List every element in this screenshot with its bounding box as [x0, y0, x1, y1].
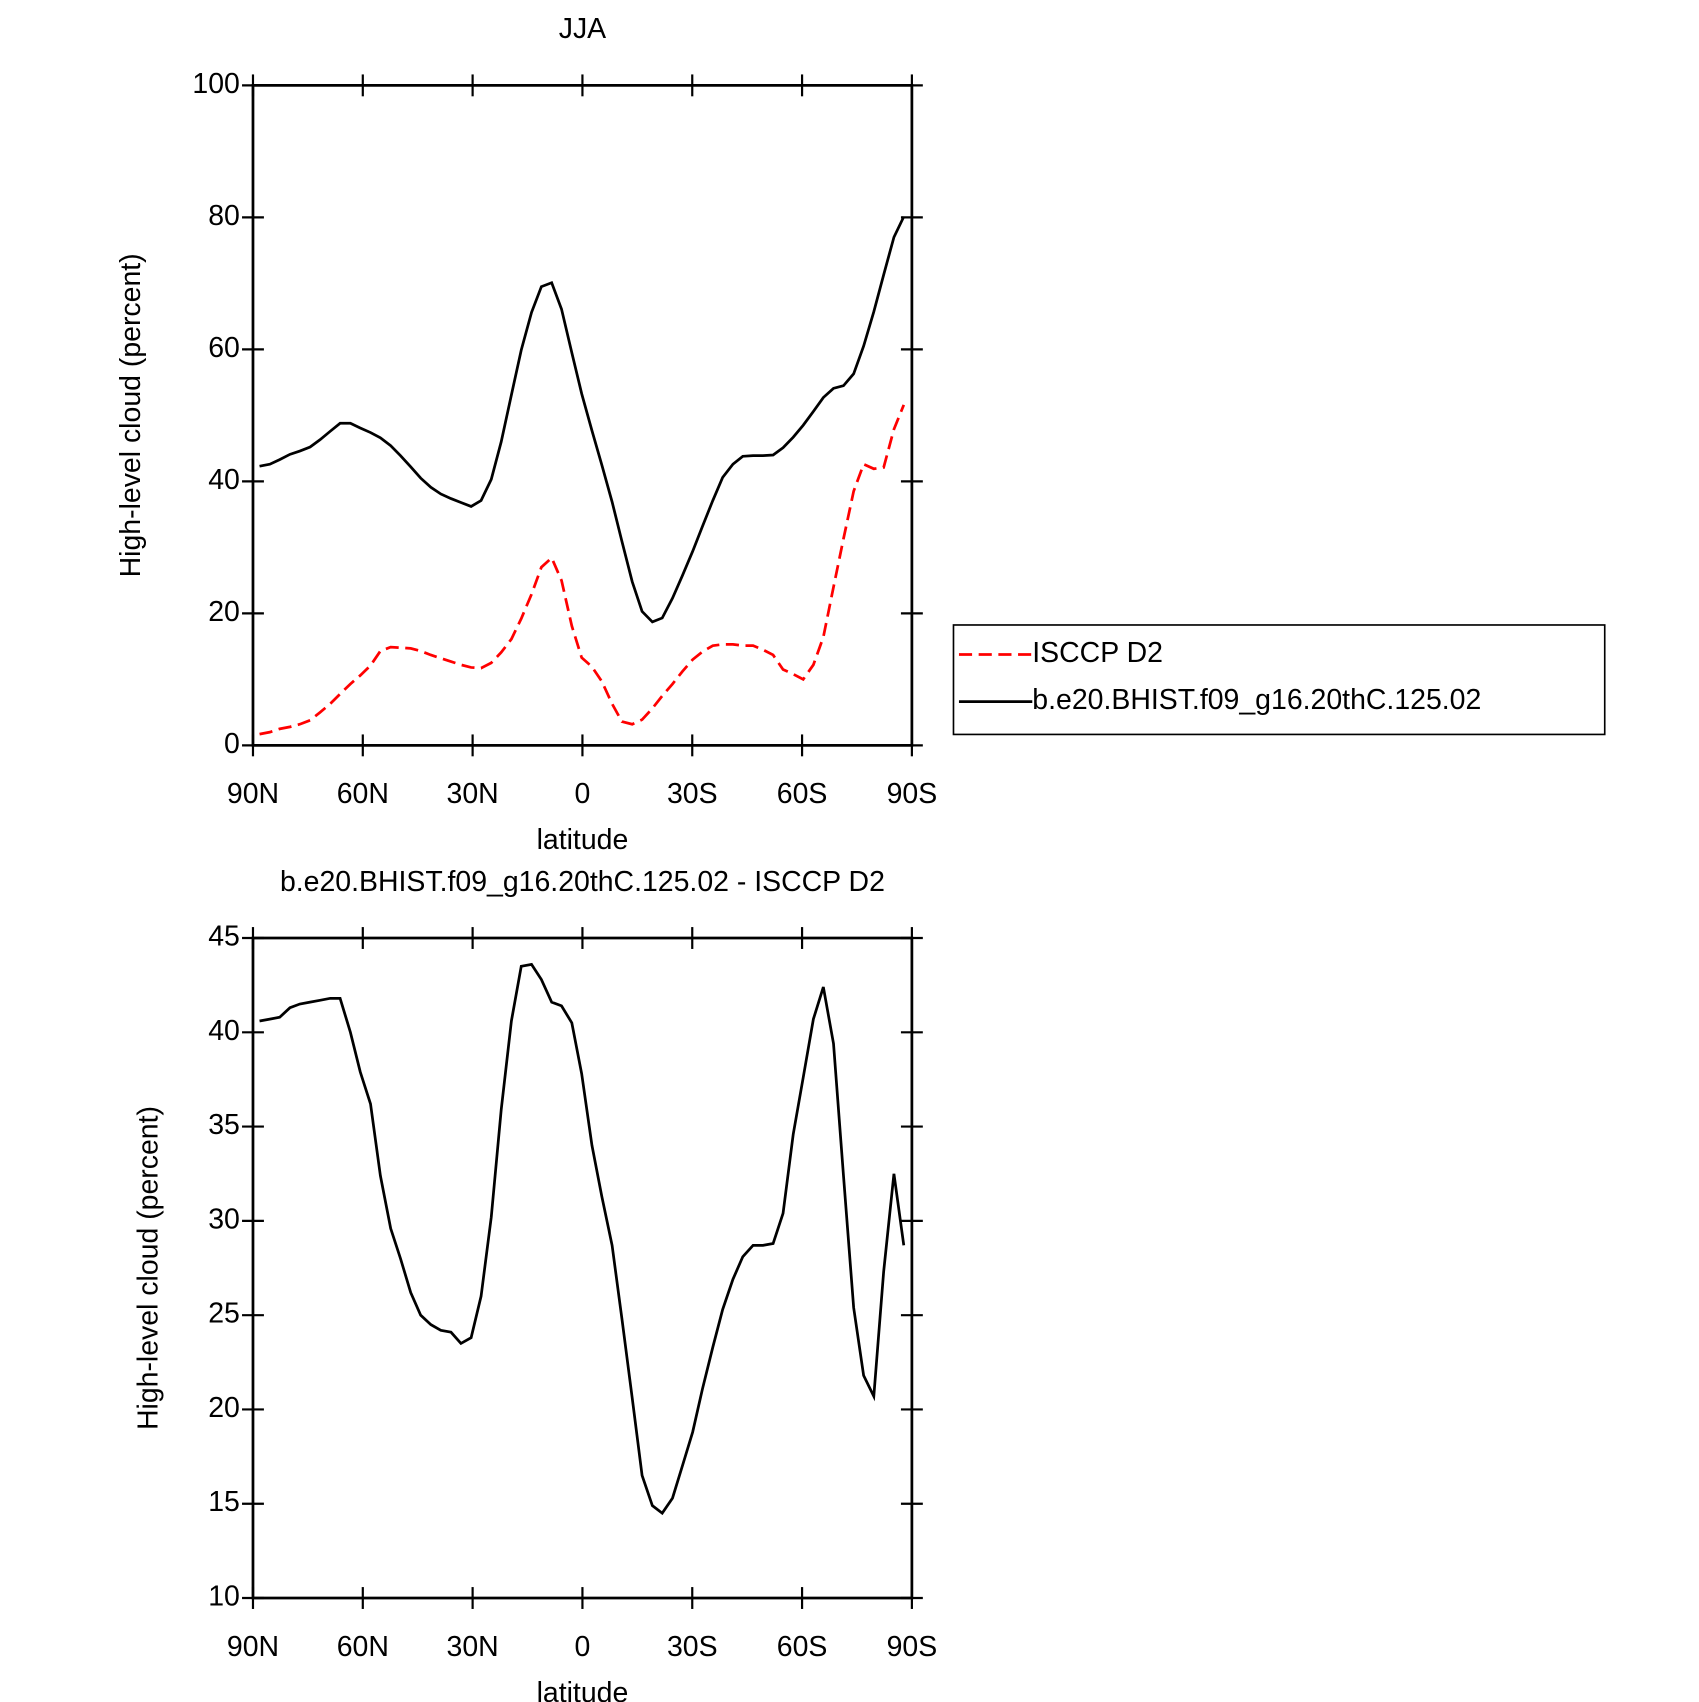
x-tick-label: 60S	[777, 778, 828, 810]
y-tick-label: 100	[192, 68, 239, 100]
y-tick-label: 15	[208, 1486, 240, 1518]
x-tick-label: 60N	[337, 1631, 389, 1663]
y-tick-label: 30	[208, 1203, 240, 1235]
y-axis-label: High-level cloud (percent)	[133, 1106, 165, 1430]
x-tick-label: 90N	[227, 778, 279, 810]
x-tick-label: 30N	[447, 778, 499, 810]
y-tick-label: 40	[208, 1015, 240, 1047]
y-tick-label: 35	[208, 1109, 240, 1141]
x-tick-label: 90N	[227, 1631, 279, 1663]
plot-frame	[251, 84, 914, 747]
y-tick-label: 80	[208, 200, 240, 232]
data-line	[259, 216, 906, 624]
x-axis-label: latitude	[537, 824, 629, 856]
x-tick-label: 0	[575, 1631, 591, 1663]
x-tick-label: 0	[575, 778, 591, 810]
plot-frame	[251, 936, 914, 1600]
y-tick-label: 25	[208, 1298, 240, 1330]
data-line	[259, 962, 906, 1516]
y-tick-label: 60	[208, 332, 240, 364]
x-tick-label: 90S	[887, 778, 938, 810]
y-tick-label: 10	[208, 1581, 240, 1613]
legend-label: b.e20.BHIST.f09_g16.20thC.125.02	[1032, 684, 1481, 716]
y-tick-label: 20	[208, 1392, 240, 1424]
y-tick-label: 45	[208, 921, 240, 953]
x-tick-label: 60N	[337, 778, 389, 810]
y-axis-label: High-level cloud (percent)	[115, 253, 147, 577]
y-tick-label: 40	[208, 464, 240, 496]
x-axis-label: latitude	[537, 1677, 629, 1702]
x-tick-label: 60S	[777, 1631, 828, 1663]
x-tick-label: 30S	[667, 1631, 718, 1663]
x-tick-label: 90S	[887, 1631, 938, 1663]
chart-title: JJA	[559, 13, 606, 45]
legend-label: ISCCP D2	[1032, 637, 1163, 669]
y-tick-label: 0	[224, 728, 240, 760]
y-tick-label: 20	[208, 596, 240, 628]
x-tick-label: 30S	[667, 778, 718, 810]
data-line	[259, 404, 906, 736]
legend-box	[952, 624, 1606, 736]
x-tick-label: 30N	[447, 1631, 499, 1663]
chart-title: b.e20.BHIST.f09_g16.20thC.125.02 - ISCCP…	[280, 866, 885, 898]
